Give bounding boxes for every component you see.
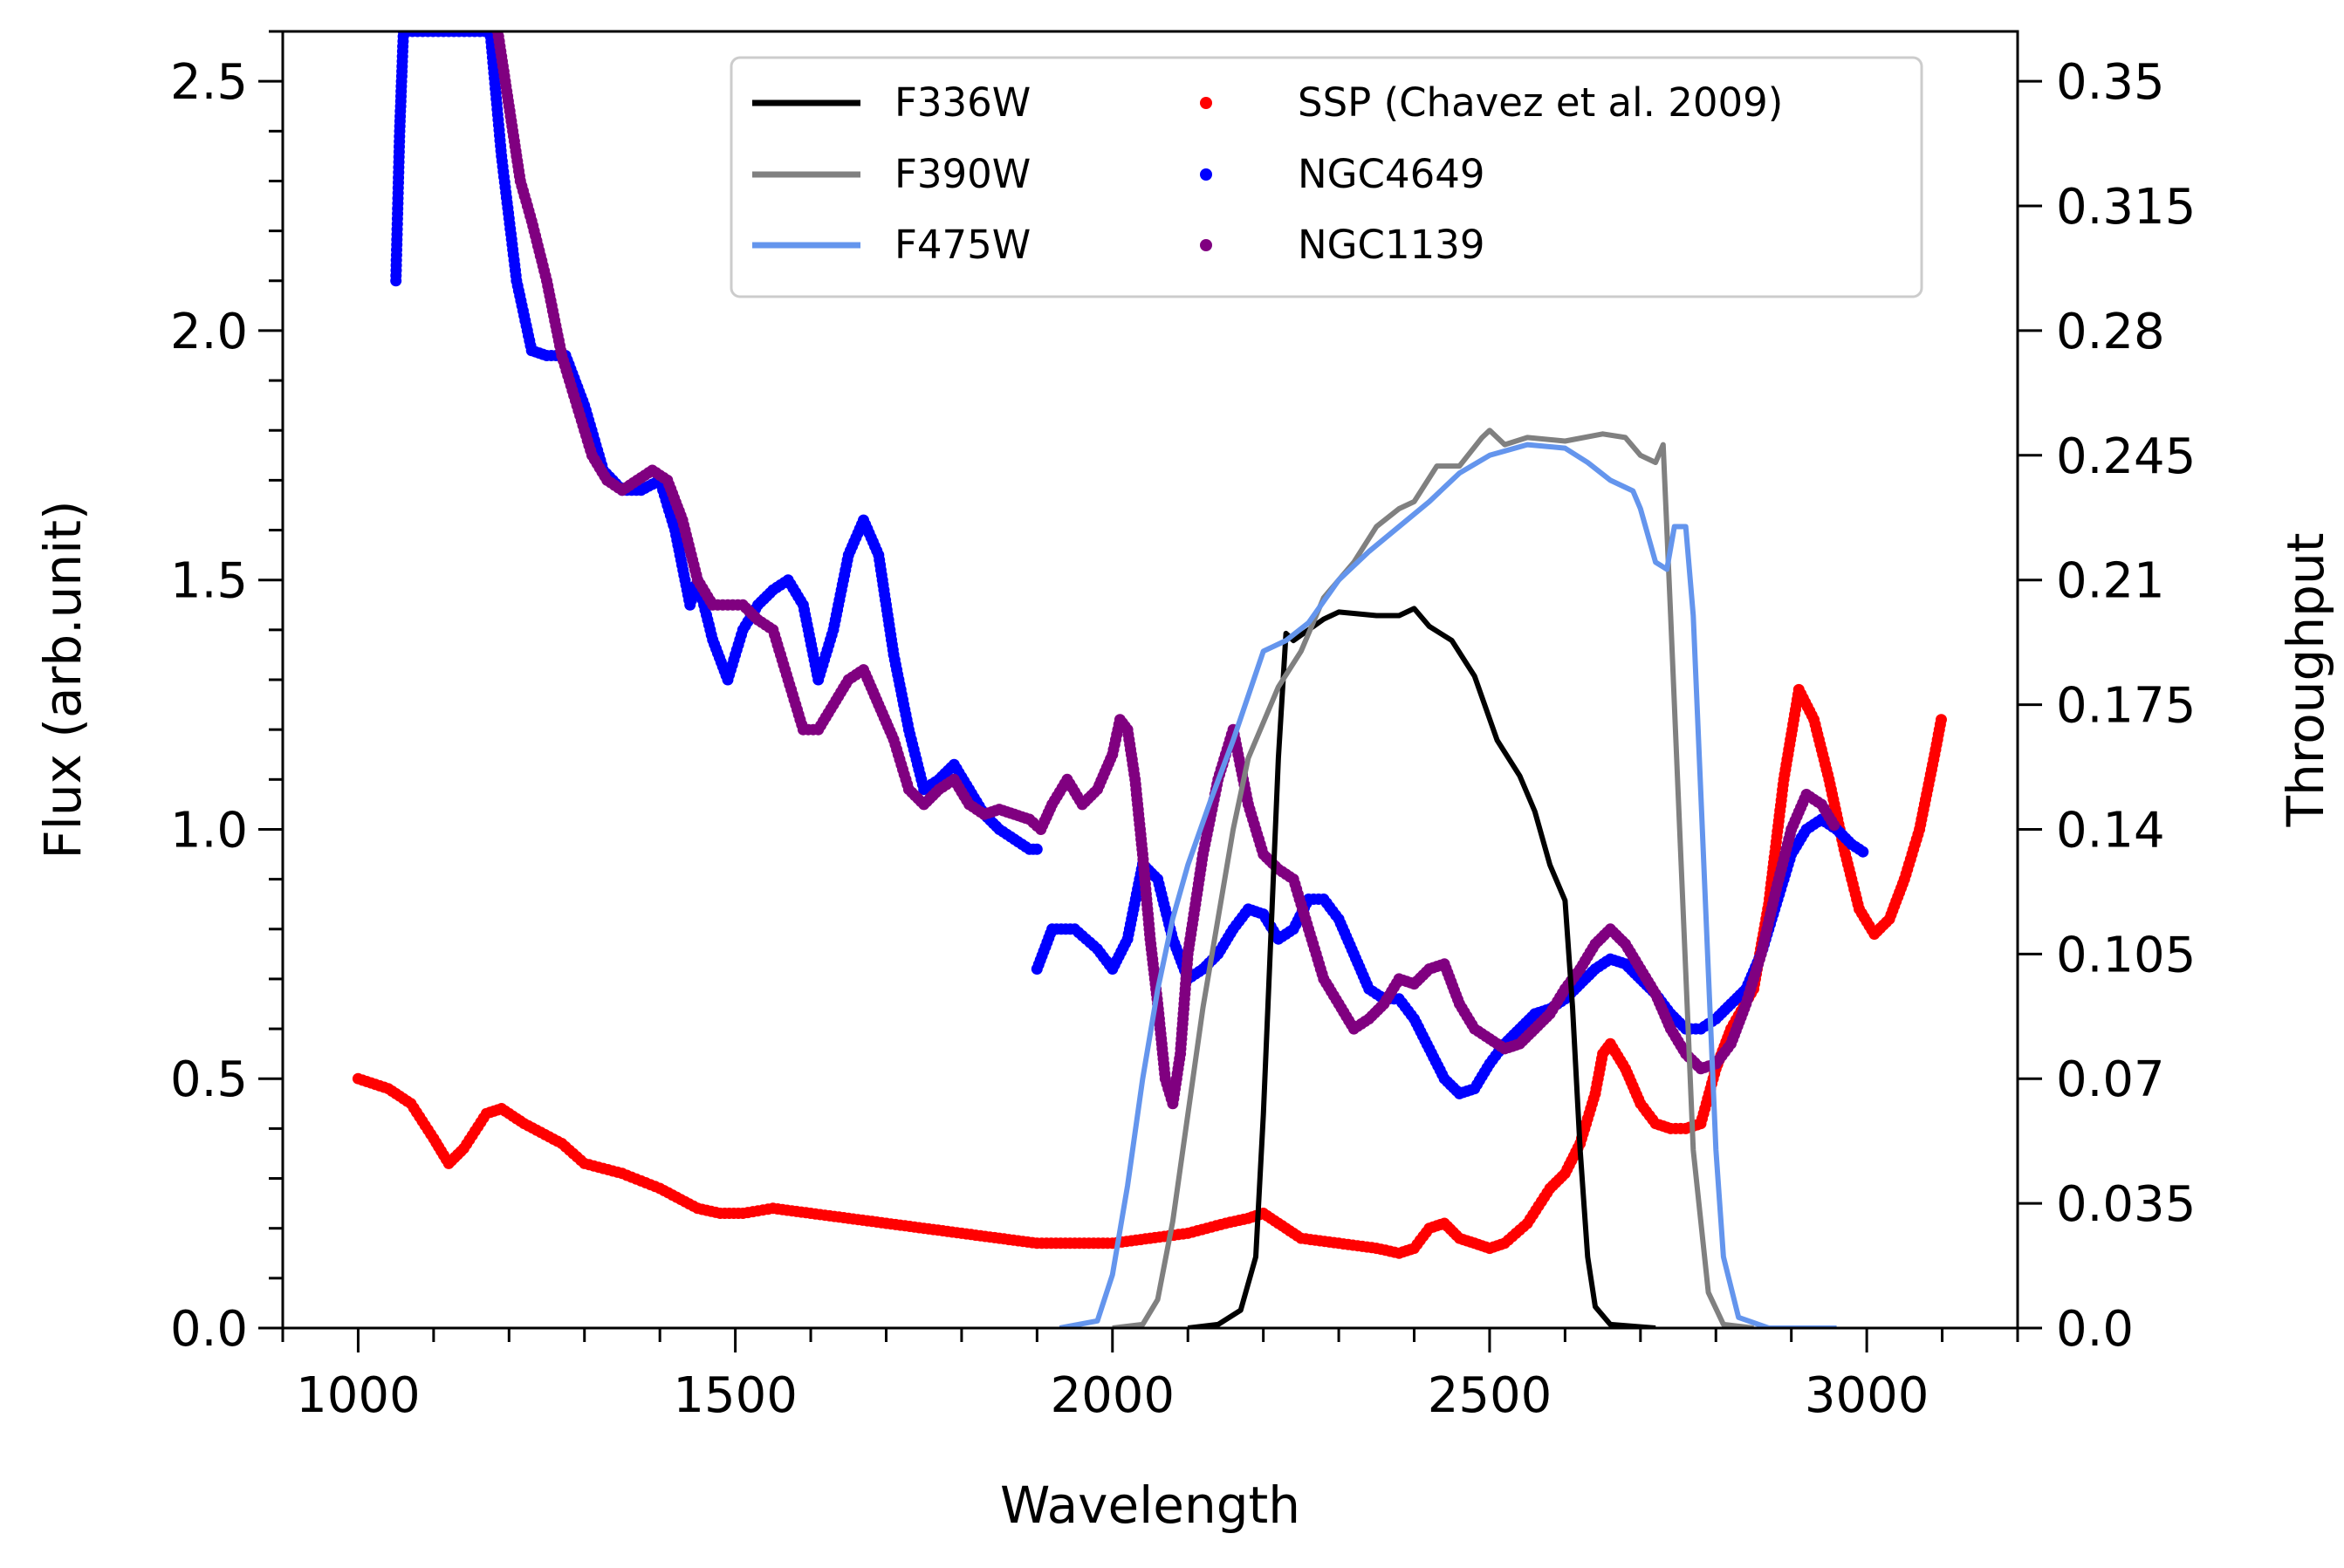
data-point (1857, 846, 1869, 858)
legend-marker-ngc1139 (1200, 239, 1212, 251)
x-tick-label: 3000 (1805, 1367, 1929, 1424)
data-point (1828, 819, 1840, 832)
y2-tick-label: 0.14 (2056, 802, 2165, 859)
legend-label-ngc4649: NGC4649 (1298, 151, 1484, 197)
y-tick-label: 2.0 (170, 304, 248, 360)
legend-marker-ssp (1200, 97, 1212, 109)
filter-curve-f475w (1059, 442, 1837, 1328)
legend-label-f475w: F475W (894, 222, 1031, 268)
legend-label-ngc1139: NGC1139 (1298, 222, 1484, 268)
y-tick-label: 0.0 (170, 1301, 248, 1358)
legend-label-f390w: F390W (894, 151, 1031, 197)
y-tick-label: 1.0 (170, 802, 248, 859)
legend-box (730, 56, 1923, 298)
y2-tick-label: 0.245 (2056, 428, 2196, 485)
y2-tick-label: 0.315 (2056, 179, 2196, 236)
y2-tick-label: 0.28 (2056, 304, 2165, 360)
y-tick-label: 2.5 (170, 54, 248, 111)
filter-curve-f336w (1187, 606, 1656, 1328)
y2-tick-label: 0.105 (2056, 927, 2196, 983)
y-axis-title: Flux (arb.unit) (33, 500, 93, 859)
y2-tick-label: 0.35 (2056, 54, 2165, 111)
x-tick-label: 1500 (673, 1367, 798, 1424)
x-axis-title: Wavelength (1000, 1476, 1300, 1535)
data-point (1031, 843, 1043, 855)
y-tick-label: 0.5 (170, 1051, 248, 1108)
y-axis-left: 0.0 0.5 1.0 1.5 2.0 2.5 (170, 30, 283, 1358)
legend-label-f336w: F336W (894, 79, 1031, 126)
y2-tick-label: 0.035 (2056, 1176, 2196, 1233)
y-tick-label: 1.5 (170, 553, 248, 610)
y2-tick-label: 0.07 (2056, 1051, 2165, 1108)
y2-tick-label: 0.21 (2056, 553, 2165, 610)
y-axis-right: 0.0 0.035 0.07 0.105 0.14 0.175 0.21 0.245 0.28 0… (2018, 54, 2196, 1358)
data-point (1936, 714, 1947, 726)
y2-tick-label: 0.175 (2056, 678, 2196, 735)
y2-tick-label: 0.0 (2056, 1301, 2134, 1358)
x-tick-label: 2500 (1428, 1367, 1552, 1424)
x-tick-label: 2000 (1051, 1367, 1175, 1424)
x-axis: 1000 1500 2000 2500 3000 (281, 1328, 2019, 1424)
y2-axis-title: Throughput (2276, 533, 2335, 828)
filter-curve-f390w (1112, 428, 1754, 1328)
series-ssp-chavez-et-al-2009 (352, 683, 1947, 1259)
data-layer (352, 31, 1947, 1328)
legend-marker-ngc4649 (1200, 168, 1212, 181)
legend-label-ssp: SSP (Chavez et al. 2009) (1298, 79, 1783, 126)
x-tick-label: 1000 (296, 1367, 421, 1424)
legend: F336W F390W F475W SSP (Chavez et al. 200… (730, 56, 1923, 298)
series-ngc1139 (491, 31, 1840, 1110)
